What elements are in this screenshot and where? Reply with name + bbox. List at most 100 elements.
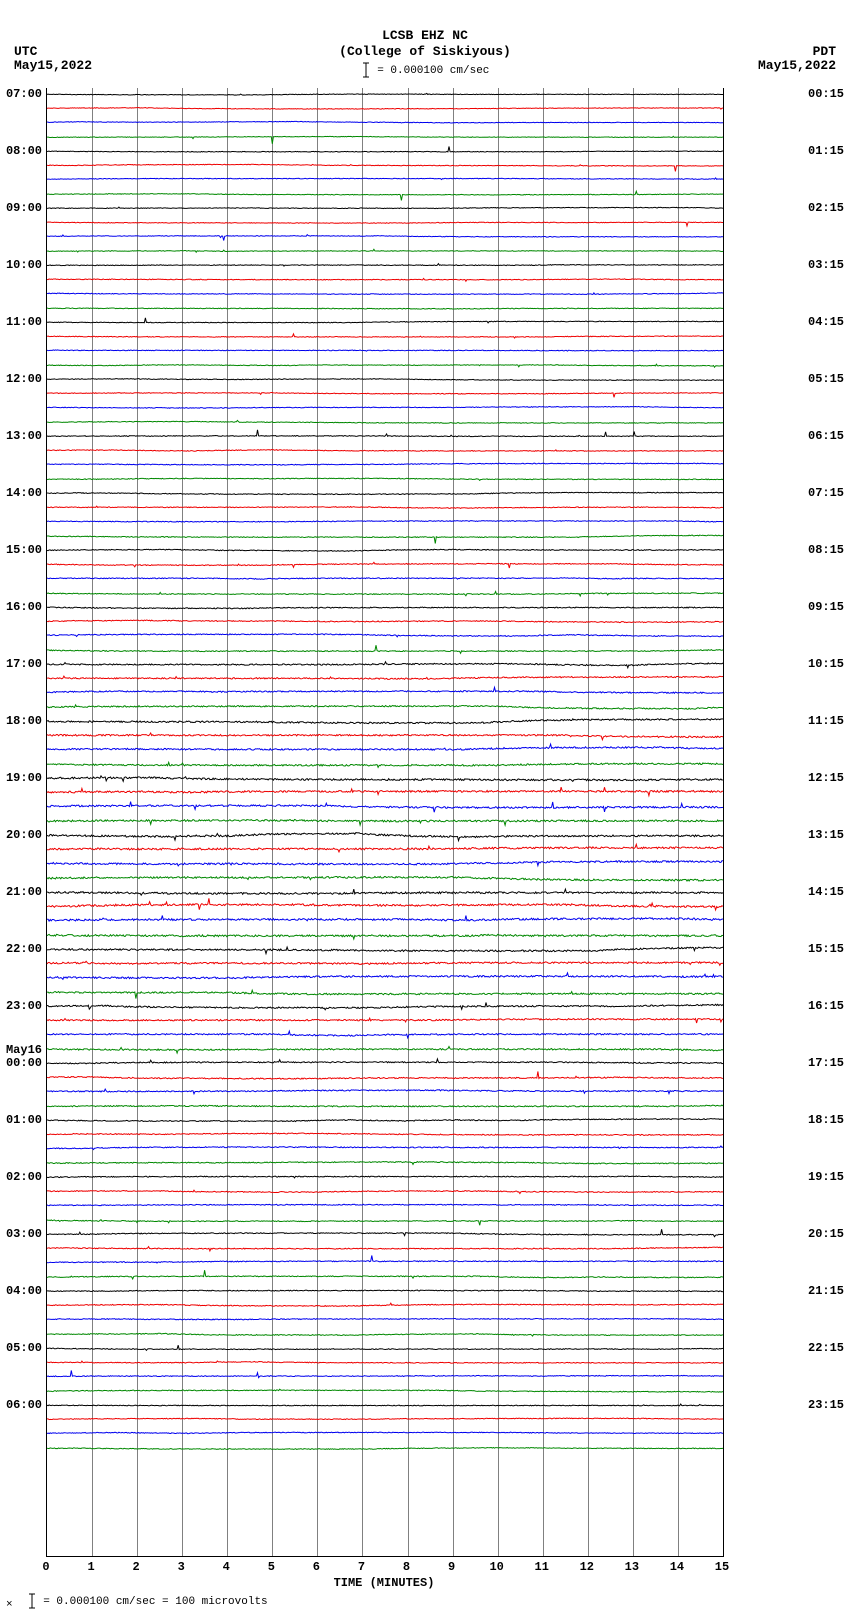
seismic-trace — [47, 1334, 723, 1363]
x-tick-label: 12 — [580, 1560, 594, 1574]
left-hour-label: 15:00 — [6, 543, 42, 557]
seismic-trace — [47, 1177, 723, 1206]
right-time-labels: 00:1501:1502:1503:1504:1505:1506:1507:15… — [806, 88, 850, 1556]
x-tick-label: 3 — [178, 1560, 185, 1574]
left-hour-label: 18:00 — [6, 714, 42, 728]
left-hour-label: 07:00 — [6, 87, 42, 101]
gridline-v — [588, 88, 589, 1556]
left-hour-label: 10:00 — [6, 258, 42, 272]
scale-text: = 0.000100 cm/sec — [377, 65, 489, 77]
seismic-trace — [47, 1134, 723, 1163]
seismic-trace — [47, 1320, 723, 1349]
seismic-trace — [47, 906, 723, 935]
seismic-trace — [47, 593, 723, 622]
seismic-trace — [47, 935, 723, 964]
seismic-trace — [47, 1077, 723, 1106]
seismogram-plot — [46, 88, 724, 1557]
seismic-trace — [47, 636, 723, 665]
seismic-trace — [47, 1020, 723, 1049]
x-tick-label: 6 — [313, 1560, 320, 1574]
seismic-trace — [47, 408, 723, 437]
x-tick-label: 5 — [268, 1560, 275, 1574]
seismic-trace — [47, 1434, 723, 1463]
left-hour-label: 01:00 — [6, 1113, 42, 1127]
scale-bar-icon: × — [6, 1593, 20, 1609]
seismic-trace — [47, 764, 723, 793]
seismic-trace — [47, 664, 723, 693]
right-hour-label: 10:15 — [808, 657, 844, 671]
seismic-trace — [47, 137, 723, 166]
gridline-v — [317, 88, 318, 1556]
right-hour-label: 02:15 — [808, 201, 844, 215]
seismic-trace — [47, 465, 723, 494]
seismic-trace — [47, 721, 723, 750]
left-hour-label: 23:00 — [6, 999, 42, 1013]
seismic-trace — [47, 180, 723, 209]
x-tick-label: 2 — [133, 1560, 140, 1574]
seismic-trace — [47, 707, 723, 736]
left-hour-label: 22:00 — [6, 942, 42, 956]
seismic-trace — [47, 1220, 723, 1249]
seismic-trace — [47, 379, 723, 408]
seismic-trace — [47, 1391, 723, 1420]
seismic-trace — [47, 165, 723, 194]
x-tick-label: 15 — [715, 1560, 729, 1574]
seismic-trace — [47, 778, 723, 807]
seismic-trace — [47, 849, 723, 878]
gridline-v — [543, 88, 544, 1556]
seismic-trace — [47, 1362, 723, 1391]
seismic-trace — [47, 1106, 723, 1135]
right-hour-label: 05:15 — [808, 372, 844, 386]
right-hour-label: 15:15 — [808, 942, 844, 956]
seismic-trace — [47, 750, 723, 779]
left-hour-label: 06:00 — [6, 1398, 42, 1412]
x-tick-label: 10 — [489, 1560, 503, 1574]
seismic-trace — [47, 208, 723, 237]
seismic-trace — [47, 892, 723, 921]
seismic-trace — [47, 1234, 723, 1263]
x-axis-title: TIME (MINUTES) — [46, 1576, 722, 1590]
seismic-trace — [47, 237, 723, 266]
x-tick-label: 11 — [535, 1560, 549, 1574]
seismic-trace — [47, 1206, 723, 1235]
seismic-trace — [47, 251, 723, 280]
seismic-trace — [47, 308, 723, 337]
left-hour-label: 09:00 — [6, 201, 42, 215]
date-right: May15,2022 — [758, 58, 836, 73]
scale-bar-icon — [27, 1593, 37, 1609]
right-hour-label: 18:15 — [808, 1113, 844, 1127]
seismic-trace — [47, 1277, 723, 1306]
right-hour-label: 01:15 — [808, 144, 844, 158]
left-hour-label: 16:00 — [6, 600, 42, 614]
left-hour-label: 19:00 — [6, 771, 42, 785]
seismic-trace — [47, 949, 723, 978]
x-tick-label: 4 — [223, 1560, 230, 1574]
seismic-trace — [47, 80, 723, 109]
right-hour-label: 23:15 — [808, 1398, 844, 1412]
seismic-trace — [47, 1035, 723, 1064]
right-hour-label: 20:15 — [808, 1227, 844, 1241]
seismic-trace — [47, 151, 723, 180]
seismic-trace — [47, 1405, 723, 1434]
seismic-trace — [47, 365, 723, 394]
seismic-trace — [47, 864, 723, 893]
gridline-v — [227, 88, 228, 1556]
left-hour-label: 17:00 — [6, 657, 42, 671]
right-hour-label: 17:15 — [808, 1056, 844, 1070]
seismic-trace — [47, 963, 723, 992]
gridline-v — [633, 88, 634, 1556]
seismic-trace — [47, 921, 723, 950]
seismic-trace — [47, 294, 723, 323]
scale-note: = 0.000100 cm/sec — [0, 62, 850, 78]
seismic-trace — [47, 878, 723, 907]
seismic-trace — [47, 1163, 723, 1192]
left-hour-label: 13:00 — [6, 429, 42, 443]
gridline-v — [498, 88, 499, 1556]
left-hour-label: 20:00 — [6, 828, 42, 842]
right-hour-label: 14:15 — [808, 885, 844, 899]
tz-right: PDT — [813, 44, 836, 59]
seismic-trace — [47, 1006, 723, 1035]
seismic-trace — [47, 1419, 723, 1448]
left-time-labels: 07:0008:0009:0010:0011:0012:0013:0014:00… — [0, 88, 44, 1556]
seismic-trace — [47, 450, 723, 479]
